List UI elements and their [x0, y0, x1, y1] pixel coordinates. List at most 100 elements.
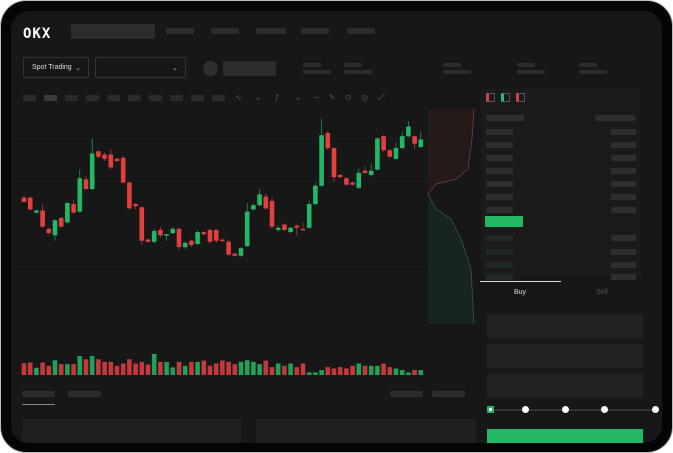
timeframe-button[interactable] [170, 95, 183, 101]
candle-body [120, 157, 126, 183]
ask-price[interactable] [486, 207, 513, 213]
ask-price[interactable] [486, 129, 513, 135]
volume-bar [387, 367, 393, 375]
candlestick-chart[interactable] [16, 109, 426, 379]
slider-step[interactable] [522, 406, 529, 413]
slider-step[interactable] [487, 406, 494, 413]
chevron-icon[interactable]: ⌄ [295, 93, 302, 102]
chart-type-icon[interactable]: ⌄ [255, 93, 262, 102]
nav-item[interactable] [211, 28, 239, 34]
timeframe-button[interactable] [191, 95, 204, 101]
nav-item[interactable] [347, 28, 375, 34]
slider-step[interactable] [562, 406, 569, 413]
stat-value [579, 70, 607, 74]
line-icon[interactable]: ∼ [313, 93, 320, 102]
fx-icon[interactable]: ƒ [275, 93, 280, 102]
volume-bar [275, 363, 281, 375]
tab-open-orders[interactable] [22, 391, 55, 397]
volume-bar [288, 363, 293, 375]
bid-price[interactable] [486, 262, 513, 268]
volume-bar [406, 372, 411, 375]
bid-size [611, 249, 636, 255]
total-input[interactable] [487, 374, 643, 398]
candle-body [232, 253, 238, 256]
candle-body [52, 220, 58, 236]
candle-body [251, 205, 256, 210]
candle-body [325, 133, 331, 149]
volume-bar [232, 364, 238, 375]
book-asks-view-icon[interactable] [516, 93, 525, 102]
timeframe-button[interactable] [86, 95, 99, 101]
tab-buy[interactable]: Buy [513, 289, 527, 296]
camera-icon[interactable]: ◎ [361, 93, 368, 102]
volume-bar [201, 360, 207, 375]
chevron-down-icon: ⌄ [172, 64, 178, 72]
candle-body [368, 170, 374, 175]
volume-bar [226, 361, 231, 375]
candle-body [65, 203, 70, 223]
price-input[interactable] [487, 314, 643, 338]
volume-bar [263, 360, 269, 375]
tab-sell[interactable]: Sell [596, 289, 608, 296]
filter-button[interactable] [432, 391, 465, 397]
amount-input[interactable] [487, 344, 643, 368]
timeframe-button[interactable] [149, 95, 162, 101]
stat-value [303, 70, 331, 74]
volume-bar [151, 354, 157, 375]
candle-body [96, 151, 101, 157]
nav-item[interactable] [301, 28, 329, 34]
nav-item[interactable] [256, 28, 286, 34]
ask-price[interactable] [486, 168, 513, 174]
volume-bar [114, 365, 120, 375]
volume-bar [170, 367, 176, 375]
book-header [595, 115, 635, 121]
depth-chart [427, 109, 475, 324]
volume-bar [21, 363, 27, 375]
nav-item[interactable] [166, 28, 194, 34]
active-tab-indicator [22, 404, 55, 405]
candle-body [331, 148, 337, 178]
filter-button[interactable] [390, 391, 423, 397]
pair-dropdown[interactable]: ⌄ [95, 57, 186, 78]
bid-price[interactable] [486, 274, 513, 280]
candle-body [350, 182, 355, 185]
candle-body [21, 197, 27, 202]
timeframe-button-active[interactable] [44, 95, 57, 101]
tab-order-history[interactable] [68, 391, 101, 397]
timeframe-button[interactable] [107, 95, 120, 101]
search-bar[interactable] [71, 24, 155, 39]
timeframe-button[interactable] [23, 95, 36, 101]
bid-price[interactable] [486, 249, 513, 255]
timeframe-button[interactable] [65, 95, 78, 101]
buy-button[interactable] [487, 429, 643, 443]
candle-body [375, 138, 380, 170]
candle-body [244, 211, 250, 247]
fullscreen-icon[interactable]: ⤢ [378, 93, 385, 102]
book-both-view-icon[interactable] [486, 93, 495, 102]
settings-icon[interactable]: ⊙ [345, 93, 352, 102]
volume-bar [176, 361, 182, 375]
coin-icon [203, 61, 218, 76]
timeframe-button[interactable] [212, 95, 225, 101]
pencil-icon[interactable]: ✎ [329, 93, 336, 102]
volume-bar [189, 361, 194, 375]
volume-bar [133, 363, 138, 375]
bid-price[interactable] [486, 235, 513, 241]
book-bids-view-icon[interactable] [501, 93, 510, 102]
spot-trading-dropdown[interactable]: Spot Trading ⌄ [23, 57, 89, 78]
ask-price[interactable] [486, 181, 513, 187]
ask-size [611, 168, 636, 174]
ask-price[interactable] [486, 194, 513, 200]
bid-size [611, 262, 636, 268]
ask-price[interactable] [486, 142, 513, 148]
timeframe-button[interactable] [128, 95, 141, 101]
volume-bar [158, 361, 163, 375]
amount-slider[interactable] [487, 406, 659, 413]
ask-price[interactable] [486, 155, 513, 161]
slider-step[interactable] [601, 406, 608, 413]
slider-step[interactable] [652, 406, 659, 413]
ask-size [611, 129, 636, 135]
indicator-icon[interactable]: ∿ [235, 93, 242, 102]
volume-bar [238, 361, 244, 375]
candle-body [319, 135, 324, 186]
